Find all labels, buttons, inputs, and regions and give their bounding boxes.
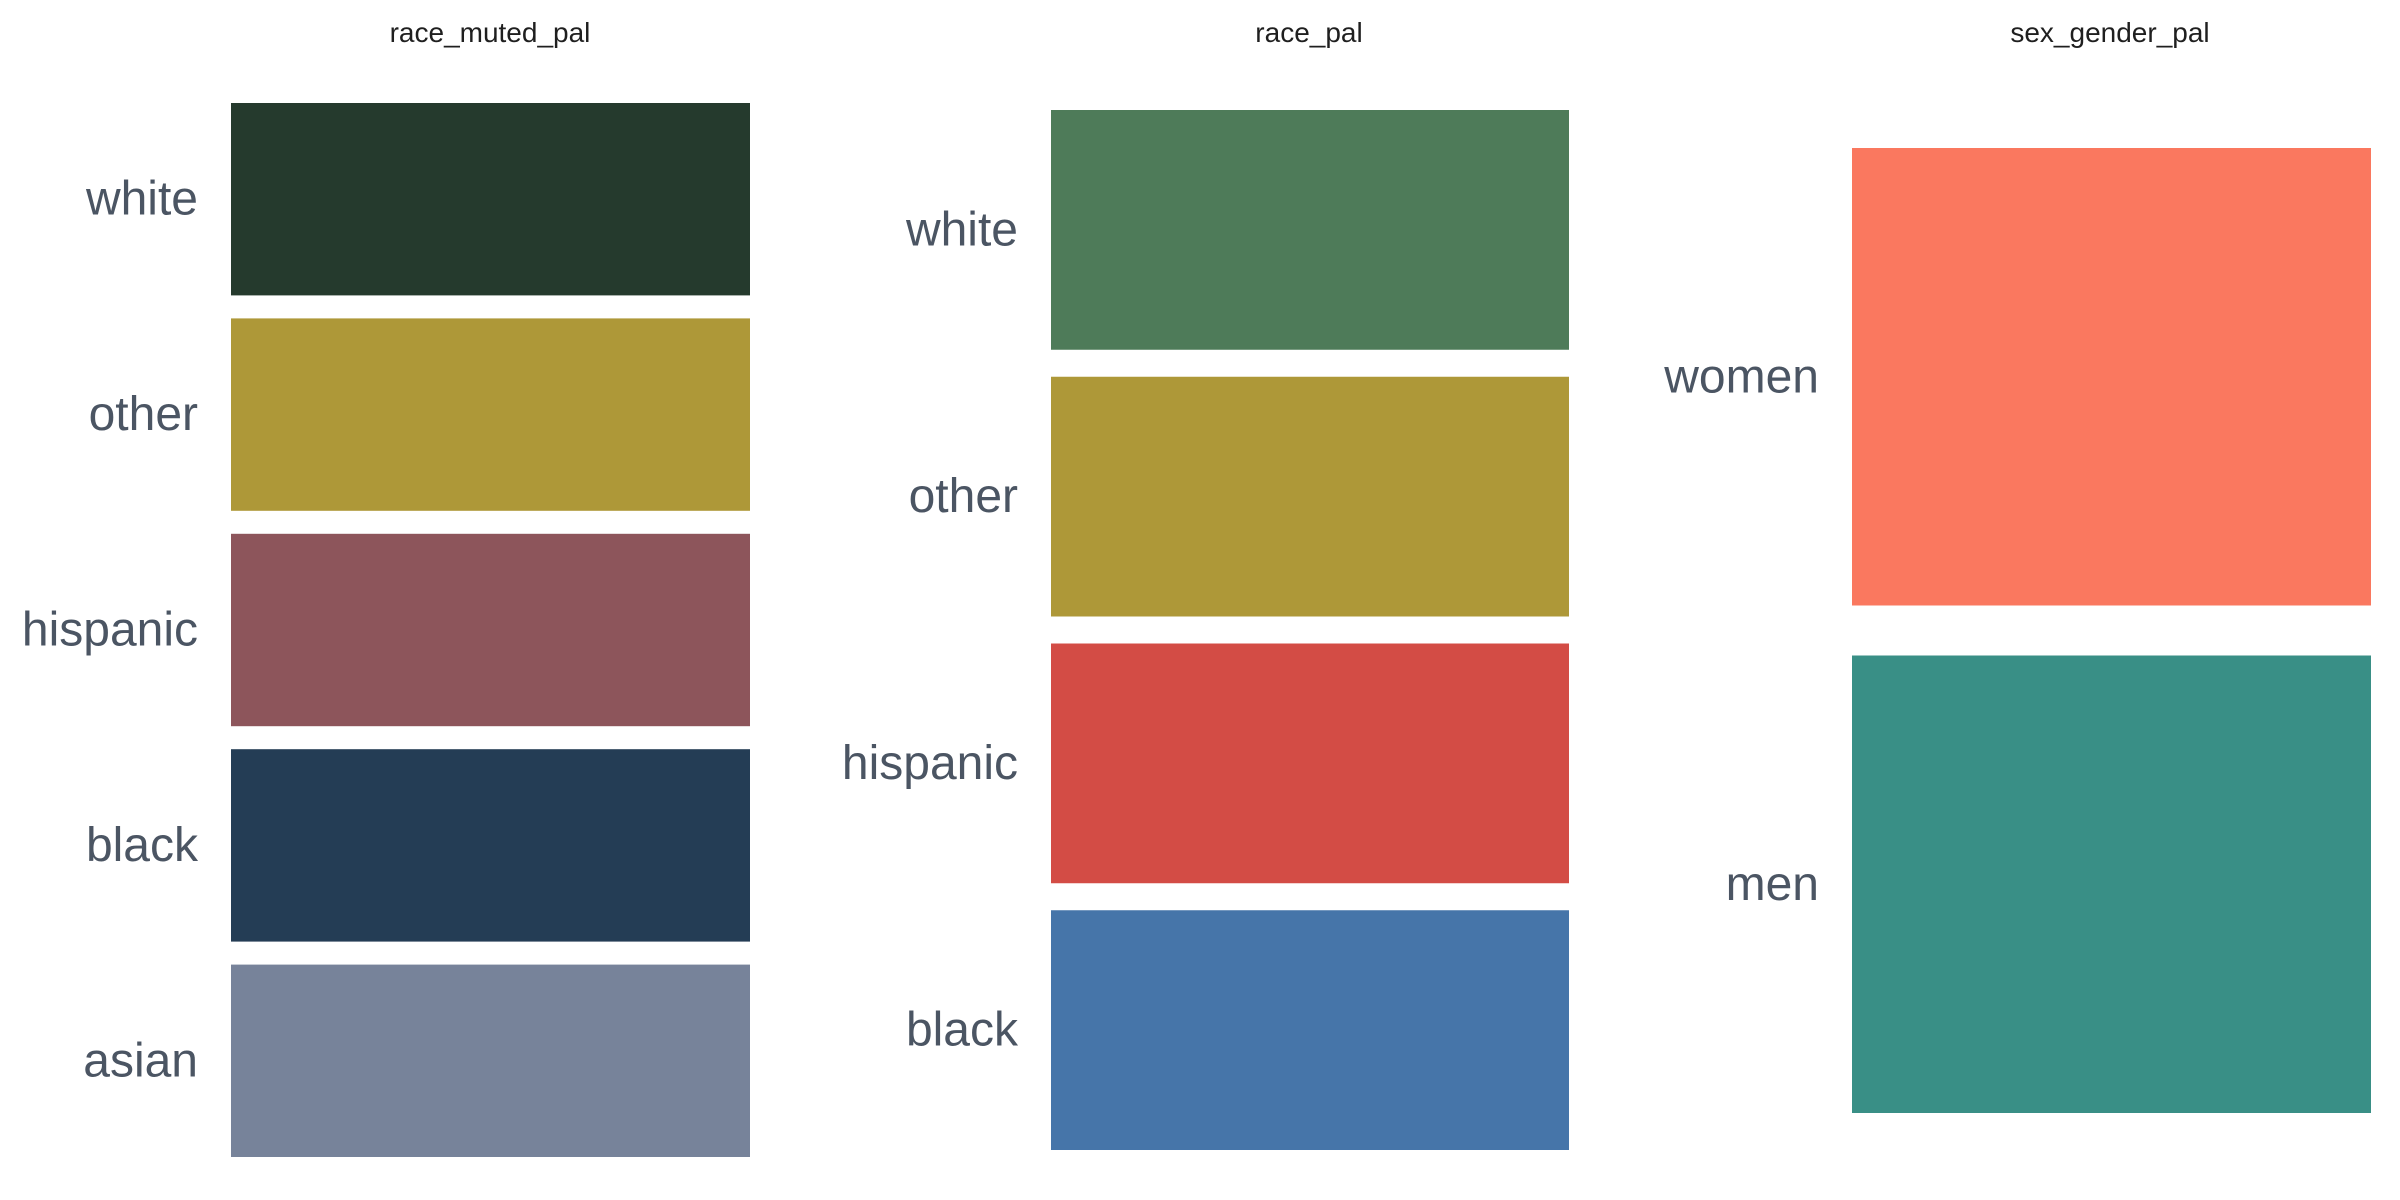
swatch-other	[1051, 376, 1569, 617]
panel-race-pal: race_pal white other hispanic black	[842, 17, 1569, 1150]
swatch-white	[1051, 110, 1569, 350]
swatch-label-asian: asian	[83, 1034, 198, 1087]
panel-title-sex-gender-pal: sex_gender_pal	[2010, 17, 2209, 48]
swatch-label-women: women	[1663, 350, 1819, 403]
swatch-black	[231, 749, 750, 942]
swatch-asian	[231, 964, 750, 1157]
swatch-white	[231, 103, 750, 296]
swatch-label-black: black	[86, 819, 199, 872]
swatch-black	[1051, 910, 1569, 1150]
swatch-other	[231, 318, 750, 511]
swatch-label-hispanic: hispanic	[842, 737, 1018, 790]
swatch-label-hispanic: hispanic	[22, 604, 198, 657]
swatch-label-white: white	[85, 173, 198, 226]
swatch-hispanic	[231, 533, 750, 727]
swatch-group: women men	[1663, 148, 2371, 1113]
swatch-men	[1852, 655, 2371, 1113]
panel-title-race-pal: race_pal	[1255, 17, 1362, 48]
swatch-label-other: other	[909, 470, 1018, 523]
swatch-label-other: other	[89, 388, 198, 441]
panel-title-race-muted-pal: race_muted_pal	[390, 17, 591, 48]
swatch-group: white other hispanic black	[842, 110, 1569, 1150]
panel-race-muted-pal: race_muted_pal white other hispanic black as…	[22, 17, 750, 1157]
swatch-group: white other hispanic black asian	[22, 103, 750, 1157]
panel-sex-gender-pal: sex_gender_pal women men	[1663, 17, 2371, 1113]
swatch-label-men: men	[1726, 858, 1819, 911]
swatch-women	[1852, 148, 2371, 606]
swatch-label-black: black	[906, 1004, 1019, 1057]
swatch-label-white: white	[905, 203, 1018, 256]
swatch-hispanic	[1051, 643, 1569, 884]
